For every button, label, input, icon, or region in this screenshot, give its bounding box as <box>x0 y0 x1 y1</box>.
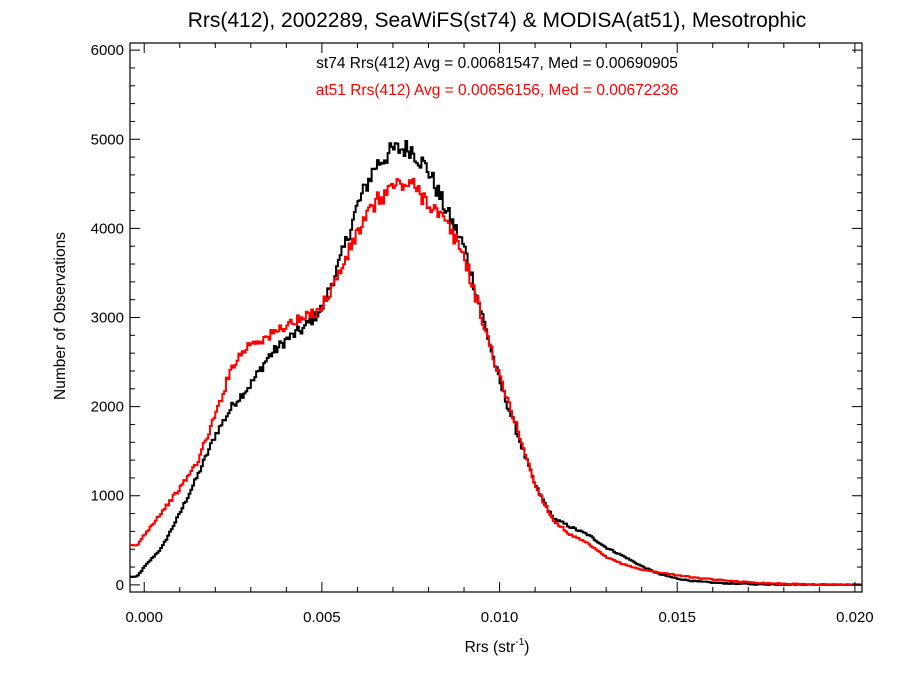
annotation-st74-stats: st74 Rrs(412) Avg = 0.00681547, Med = 0.… <box>316 55 678 72</box>
annotation-at51-stats: at51 Rrs(412) Avg = 0.00656156, Med = 0.… <box>316 82 679 99</box>
y-tick-label: 6000 <box>91 42 124 59</box>
x-axis-label-superscript: -1 <box>515 637 524 648</box>
y-tick-label: 4000 <box>91 220 124 237</box>
y-axis: 0 1000 2000 3000 4000 5000 6000 <box>91 42 862 594</box>
x-axis: 0.000 0.005 0.010 0.015 0.020 <box>125 43 874 626</box>
x-axis-label-close: ) <box>524 639 529 656</box>
x-axis-label: Rrs (str-1) <box>465 637 530 656</box>
x-axis-label-main: Rrs (str <box>465 639 516 656</box>
y-tick-label: 2000 <box>91 399 124 416</box>
y-axis-label: Number of Observations <box>52 232 69 400</box>
plot-frame <box>129 42 863 593</box>
y-tick-label: 0 <box>116 577 124 594</box>
y-tick-label: 5000 <box>91 131 124 148</box>
y-tick-label: 1000 <box>91 488 124 505</box>
chart-title: Rrs(412), 2002289, SeaWiFS(st74) & MODIS… <box>188 9 807 32</box>
x-tick-label: 0.005 <box>303 609 341 626</box>
x-tick-label: 0.015 <box>658 609 696 626</box>
series-line-1 <box>130 177 862 586</box>
plot-border <box>129 42 863 593</box>
x-tick-label: 0.000 <box>125 609 163 626</box>
series-layer <box>130 140 862 586</box>
series-line-0 <box>130 140 862 586</box>
x-tick-label: 0.020 <box>836 609 874 626</box>
x-tick-label: 0.010 <box>481 609 519 626</box>
y-tick-label: 3000 <box>91 310 124 327</box>
